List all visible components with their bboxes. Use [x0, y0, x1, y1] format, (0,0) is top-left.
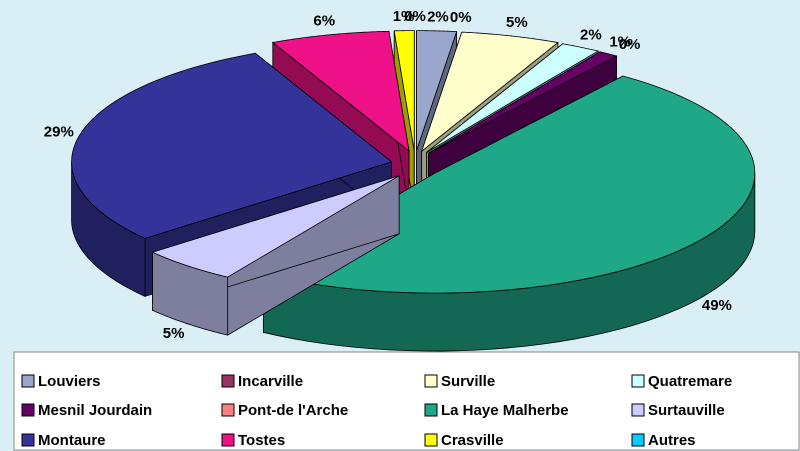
legend-label: Surville: [441, 373, 495, 390]
legend-swatch: [21, 433, 35, 447]
data-label: 49%: [702, 297, 732, 314]
slice: [151, 175, 400, 278]
slice: [71, 52, 393, 239]
data-label: 5%: [163, 325, 185, 342]
legend-label: Surtauville: [648, 402, 725, 419]
slice: [420, 31, 559, 153]
data-label: 0%: [404, 8, 426, 25]
data-label: 1%: [609, 34, 631, 51]
legend-swatch: [631, 433, 645, 447]
legend-label: Mesnil Jourdain: [38, 402, 152, 419]
legend-swatch: [221, 433, 235, 447]
legend-label: Crasville: [441, 432, 504, 449]
data-label: 2%: [427, 8, 449, 25]
data-label: 0%: [450, 9, 472, 26]
legend-label: Pont-de l'Arche: [238, 402, 348, 419]
slice: [393, 30, 415, 151]
slice: [271, 30, 410, 153]
legend-label: Tostes: [238, 432, 285, 449]
legend-label: Montaure: [38, 432, 106, 449]
legend-label: Quatremare: [648, 373, 732, 390]
data-label: 6%: [313, 13, 335, 30]
legend-swatch: [221, 374, 235, 388]
legend-label: La Haye Malherbe: [441, 402, 569, 419]
legend-label: Incarville: [238, 373, 303, 390]
slice: [428, 51, 618, 154]
slice: [426, 43, 600, 153]
legend-swatch: [631, 403, 645, 417]
legend-swatch: [221, 403, 235, 417]
slice: [416, 30, 458, 151]
data-label: 1%: [393, 8, 415, 25]
legend-label: Autres: [648, 432, 696, 449]
legend-box: [13, 351, 800, 451]
data-label: 0%: [619, 36, 641, 53]
data-label: 2%: [580, 26, 602, 43]
legend-label: Louviers: [38, 373, 101, 390]
data-label: 29%: [44, 124, 74, 141]
legend-swatch: [424, 374, 438, 388]
legend-swatch: [424, 403, 438, 417]
legend-swatch: [21, 374, 35, 388]
legend-swatch: [424, 433, 438, 447]
data-label: 5%: [506, 14, 528, 31]
legend-swatch: [631, 374, 645, 388]
legend-swatch: [21, 403, 35, 417]
